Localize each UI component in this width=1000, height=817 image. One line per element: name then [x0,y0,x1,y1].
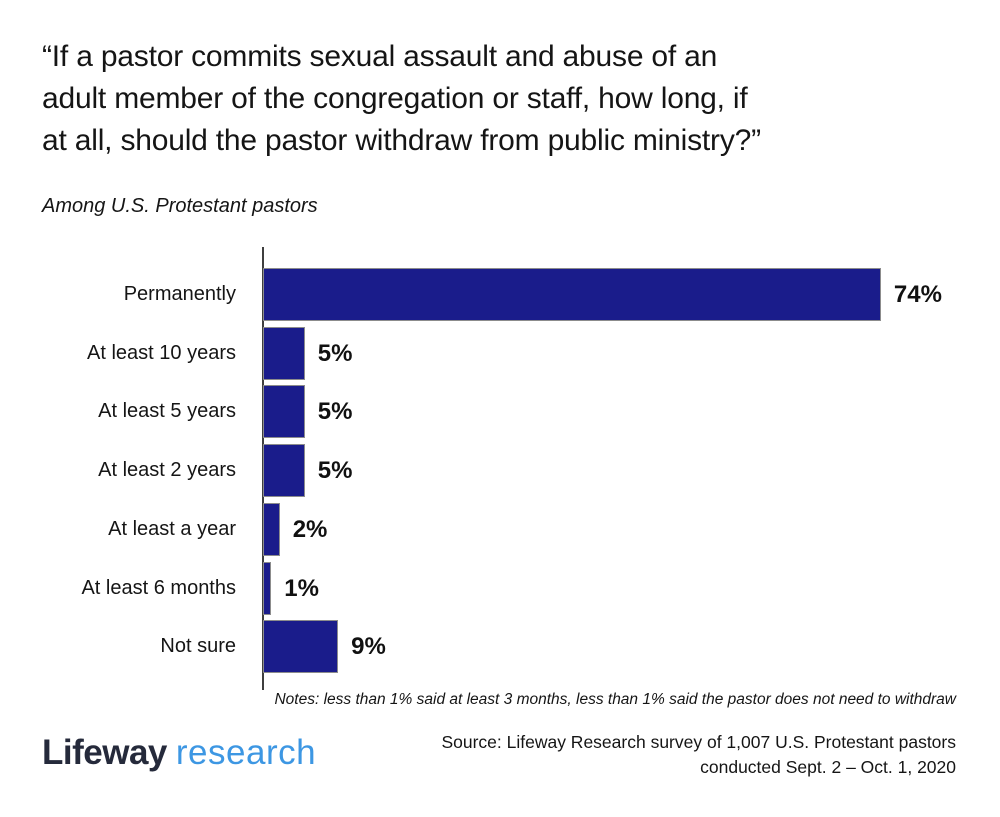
category-label: At least 5 years [98,400,236,422]
bar-row-at-least-5-years: At least 5 years 5% [0,385,1000,438]
value-label: 5% [317,339,353,367]
bar-row-permanently: Permanently 74% [0,268,1000,321]
category-label: At least a year [108,518,236,540]
bar-row-not-sure: Not sure 9% [0,620,1000,673]
bar-at-least-a-year [263,503,280,556]
category-label: At least 6 months [81,577,236,599]
source-attribution: Source: Lifeway Research survey of 1,007… [441,730,956,780]
value-label: 5% [317,456,353,484]
category-label: At least 2 years [98,459,236,481]
chart-title-line-2: adult member of the congregation or staf… [42,82,748,115]
logo-text-research: research [175,733,317,772]
category-label: Not sure [160,635,236,657]
source-line-1: Source: Lifeway Research survey of 1,007… [441,732,956,752]
chart-subtitle: Among U.S. Protestant pastors [42,195,318,217]
bar-at-least-5-years [263,385,305,438]
bar-at-least-10-years [263,327,305,380]
value-label: 5% [317,397,353,425]
bar-row-at-least-2-years: At least 2 years 5% [0,444,1000,497]
value-label: 74% [893,280,942,308]
value-label: 2% [292,515,328,543]
chart-title-line-3: at all, should the pastor withdraw from … [42,124,761,157]
logo-text-lifeway: Lifeway [42,733,167,772]
value-label: 9% [351,632,386,660]
bar-row-at-least-10-years: At least 10 years 5% [0,327,1000,380]
lifeway-research-logo: Lifeway research [42,733,316,773]
value-label: 1% [284,574,319,602]
bar-not-sure [263,620,339,673]
chart-notes: Notes: less than 1% said at least 3 mont… [274,691,956,708]
source-line-2: conducted Sept. 2 – Oct. 1, 2020 [700,757,956,777]
bar-row-at-least-a-year: At least a year 2% [0,503,1000,556]
category-label: At least 10 years [87,342,236,364]
bar-at-least-6-months [263,562,272,615]
chart-title-line-1: “If a pastor commits sexual assault and … [42,40,718,73]
chart-title: “If a pastor commits sexual assault and … [42,36,761,162]
bar-chart: Permanently 74% At least 10 years 5% At … [0,247,1000,690]
bar-permanently [263,268,881,321]
category-label: Permanently [123,283,236,305]
bar-at-least-2-years [263,444,305,497]
bar-row-at-least-6-months: At least 6 months 1% [0,562,1000,615]
